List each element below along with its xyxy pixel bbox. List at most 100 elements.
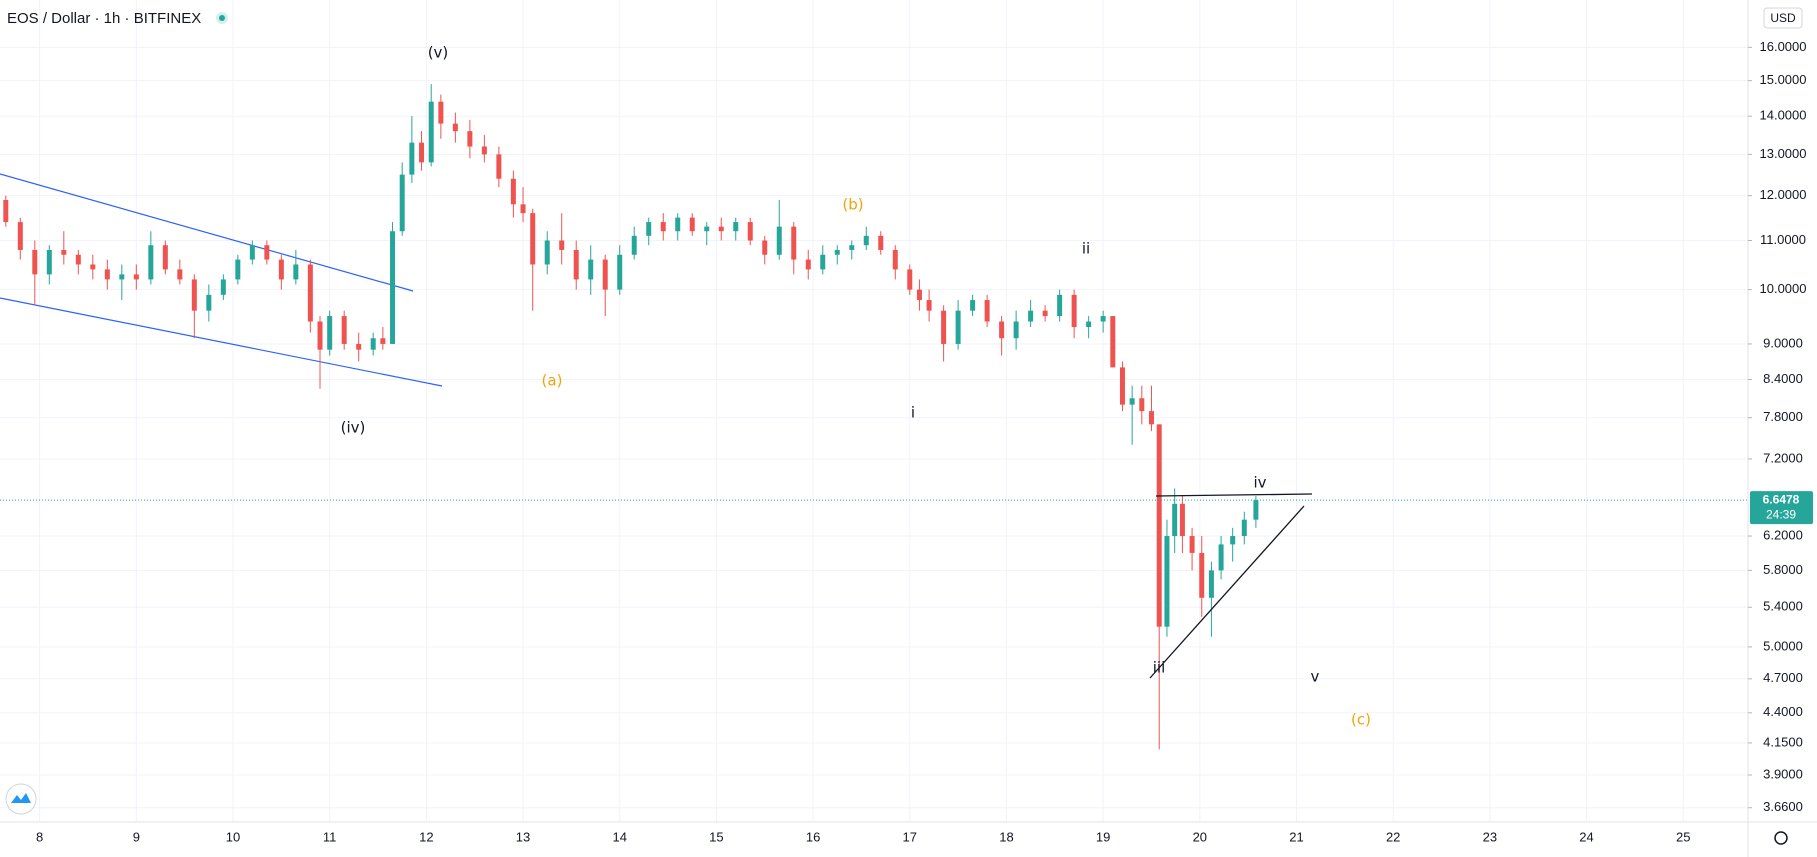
x-tick-label: 13 <box>516 829 530 844</box>
wave-label: (b) <box>842 196 863 214</box>
candle-body <box>791 226 797 260</box>
y-tick-label: 4.7000 <box>1763 670 1803 685</box>
candle-body <box>17 222 23 250</box>
candle-body <box>733 222 739 232</box>
candle-body <box>1119 367 1125 405</box>
candle-body <box>718 226 724 232</box>
candle-body <box>646 222 652 236</box>
candle-body <box>438 101 444 124</box>
candle-body <box>293 264 299 280</box>
candle-body <box>452 123 458 132</box>
candle-body <box>148 245 154 280</box>
candle-body <box>104 269 110 280</box>
wave-label: (iv) <box>341 419 366 437</box>
y-tick-label: 3.9000 <box>1763 766 1803 781</box>
candle-body <box>1172 503 1178 537</box>
candle-body <box>1129 398 1135 405</box>
candle-body <box>820 254 826 270</box>
last-price-label: 6.6478 <box>1763 492 1800 506</box>
candle-body <box>90 264 96 270</box>
countdown-label: 24:39 <box>1766 507 1796 521</box>
candle-body <box>510 178 516 205</box>
candle-body <box>559 240 565 250</box>
candle-body <box>191 279 197 311</box>
candle-body <box>133 274 139 280</box>
currency-box[interactable] <box>1763 7 1803 29</box>
x-tick-label: 21 <box>1289 829 1303 844</box>
x-tick-label: 10 <box>226 829 240 844</box>
y-tick-label: 5.0000 <box>1763 638 1803 653</box>
candle-body <box>916 289 922 301</box>
x-tick-label: 24 <box>1579 829 1593 844</box>
candle-body <box>317 321 323 350</box>
y-tick-label: 15.0000 <box>1760 72 1807 87</box>
candle-body <box>390 231 396 344</box>
wave-label: (v) <box>428 44 449 62</box>
y-tick-label: 16.0000 <box>1760 39 1807 54</box>
candle-body <box>1071 294 1077 328</box>
candle-body <box>3 199 9 223</box>
y-tick-label: 10.0000 <box>1760 281 1807 296</box>
candle-body <box>573 249 579 280</box>
candle-body <box>805 259 811 270</box>
candle-body <box>32 249 38 275</box>
x-tick-label: 20 <box>1193 829 1207 844</box>
candle-body <box>162 245 168 270</box>
candle-body <box>892 249 898 270</box>
candle-body <box>1139 398 1145 412</box>
x-tick-label: 22 <box>1386 829 1400 844</box>
chart-title: EOS / Dollar · 1h · BITFINEX <box>7 10 201 27</box>
status-dot <box>219 15 225 21</box>
x-tick-label: 11 <box>323 829 337 844</box>
candle-body <box>1179 503 1185 537</box>
candle-body <box>530 213 536 265</box>
candle-body <box>941 310 947 344</box>
candle-body <box>61 249 67 255</box>
candle-body <box>206 294 212 311</box>
y-tick-label: 5.4000 <box>1763 599 1803 614</box>
candle-body <box>1208 570 1214 598</box>
candle-body <box>1199 552 1205 598</box>
logo-icon <box>11 793 31 803</box>
y-tick-label: 14.0000 <box>1760 108 1807 123</box>
y-tick-label: 5.8000 <box>1763 562 1803 577</box>
candle-body <box>1230 536 1236 545</box>
y-tick-label: 4.4000 <box>1763 704 1803 719</box>
candle-body <box>249 245 255 260</box>
candle-body <box>1164 536 1170 627</box>
candle-body <box>1057 294 1063 317</box>
candle-body <box>689 217 695 232</box>
candle-body <box>119 274 125 280</box>
y-tick-label: 11.0000 <box>1760 232 1806 247</box>
candle-body <box>428 101 434 163</box>
candle-body <box>926 300 932 311</box>
candle-body <box>970 300 976 311</box>
candle-body <box>1100 316 1106 322</box>
triangle-lower <box>1149 505 1305 679</box>
logo[interactable] <box>5 783 37 815</box>
candle-body <box>278 259 284 280</box>
wave-label: iii <box>1153 659 1166 677</box>
x-tick-label: 16 <box>806 829 820 844</box>
candle-body <box>834 249 840 255</box>
candle-body <box>1148 411 1154 425</box>
candle-body <box>878 235 884 250</box>
y-tick-label: 7.2000 <box>1763 450 1803 465</box>
y-tick-label: 3.6600 <box>1763 799 1803 814</box>
x-tick-label: 17 <box>903 829 917 844</box>
candle-body <box>264 245 270 260</box>
candle-body <box>1110 316 1116 368</box>
candle-body <box>762 240 768 255</box>
y-tick-label: 9.0000 <box>1763 335 1803 350</box>
wave-label: (a) <box>542 372 563 390</box>
y-tick-label: 13.0000 <box>1760 146 1807 161</box>
settings[interactable] <box>1774 831 1788 845</box>
channel-lower <box>0 297 443 387</box>
currency: USD <box>1770 11 1796 25</box>
candle-body <box>1042 310 1048 317</box>
wave-label: (c) <box>1351 711 1371 729</box>
y-tick-label: 7.8000 <box>1763 409 1803 424</box>
x-tick-label: 8 <box>36 829 43 844</box>
x-tick-label: 9 <box>133 829 140 844</box>
